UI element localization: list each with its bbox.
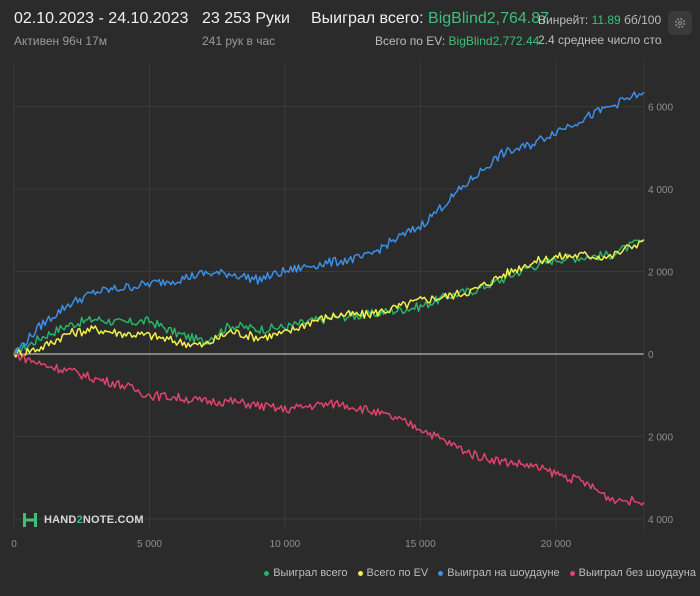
active-time: Активен 96ч 17м <box>14 34 107 48</box>
y-tick-label: 4 000 <box>648 515 673 526</box>
legend-showdown-dot <box>438 570 444 576</box>
ev-total: Всего по EV: BigBlind2,772.44 <box>375 34 539 48</box>
won-value: BigBlind2,764.87 <box>428 10 550 27</box>
gear-icon <box>674 17 686 29</box>
won-label: Выиграл всего: <box>311 10 424 27</box>
legend-ev-label: Всего по EV <box>366 567 429 579</box>
y-tick-label: 2 000 <box>648 433 673 444</box>
winrate: Винрейт: 11.89 бб/100 <box>538 13 661 27</box>
series-showdown-line <box>13 91 645 355</box>
legend-non-showdown[interactable]: Выиграл без шоудауна <box>569 566 696 580</box>
x-tick-label: 10 000 <box>270 539 301 550</box>
legend-won-dot <box>264 570 270 576</box>
won-total: Выиграл всего: BigBlind2,764.87 <box>311 10 549 28</box>
x-tick-label: 0 <box>11 539 17 550</box>
hand2note-logo: HAND2NOTE.COM <box>22 512 144 528</box>
chart-legend: Выиграл всего Всего по EV Выиграл на шоу… <box>264 566 696 580</box>
y-tick-label: 0 <box>648 350 654 361</box>
settings-button[interactable] <box>668 11 692 35</box>
series-non-showdown-line <box>13 353 645 506</box>
y-tick-label: 2 000 <box>648 268 673 279</box>
logo-text: HAND2NOTE.COM <box>44 514 144 526</box>
ev-label: Всего по EV: <box>375 34 446 48</box>
legend-showdown-label: Выиграл на шоудауне <box>447 567 560 579</box>
y-tick-label: 6 000 <box>648 103 673 114</box>
stats-header: 02.10.2023 - 24.10.2023 Активен 96ч 17м … <box>0 0 700 60</box>
ev-value: BigBlind2,772.44 <box>448 34 540 48</box>
series-ev-line <box>13 239 645 358</box>
winrate-unit: бб/100 <box>624 13 662 27</box>
winrate-block: Винрейт: 11.89 бб/100 2.4 среднее число … <box>538 13 662 49</box>
series-won-line <box>13 239 645 356</box>
legend-non-showdown-label: Выиграл без шоудауна <box>578 567 696 579</box>
legend-won[interactable]: Выиграл всего <box>264 566 348 580</box>
x-tick-label: 20 000 <box>541 539 572 550</box>
hand2note-logo-icon <box>23 513 37 527</box>
hands-count: 23 253 Руки <box>202 10 290 27</box>
legend-ev-dot <box>357 570 363 576</box>
legend-showdown[interactable]: Выиграл на шоудауне <box>438 566 560 580</box>
legend-won-label: Выиграл всего <box>273 567 348 579</box>
date-range: 02.10.2023 - 24.10.2023 <box>14 10 189 27</box>
winrate-label: Винрейт: <box>538 13 589 27</box>
avg-tables: 2.4 среднее число стол <box>538 33 662 47</box>
hands-per-hour: 241 рук в час <box>202 34 276 48</box>
y-tick-label: 4 000 <box>648 185 673 196</box>
legend-ev[interactable]: Всего по EV <box>357 566 429 580</box>
x-tick-label: 15 000 <box>405 539 436 550</box>
winrate-value: 11.89 <box>591 13 621 27</box>
x-tick-label: 5 000 <box>137 539 162 550</box>
profit-chart: 6 000 4 000 2 000 0 2 000 4 000 0 5 000 10 000 15… <box>11 62 673 550</box>
legend-non-showdown-dot <box>569 570 575 576</box>
chart-area: 6 000 4 000 2 000 0 2 000 4 000 0 5 000 10 000 15… <box>0 62 700 591</box>
